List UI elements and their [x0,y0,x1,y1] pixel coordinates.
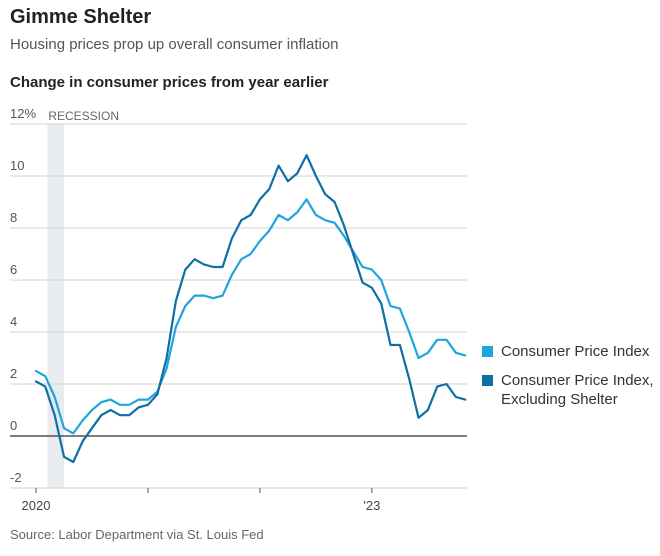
y-tick-label: -2 [10,470,22,485]
y-tick-label: 6 [10,262,17,277]
y-tick-label: 4 [10,314,17,329]
legend-swatch-cpi-ex-shelter [482,375,493,386]
legend-swatch-cpi [482,346,493,357]
y-tick-label: 2 [10,366,17,381]
chart-title: Change in consumer prices from year earl… [10,74,329,91]
y-tick-label: 10 [10,158,24,173]
recession-label: RECESSION [48,109,119,123]
y-tick-label: 12% [10,106,36,121]
y-tick-label: 8 [10,210,17,225]
series-line-cpi [34,198,467,435]
source-note: Source: Labor Department via St. Louis F… [10,527,264,542]
y-tick-label: 0 [10,418,17,433]
legend-label-cpi-ex-shelter: Consumer Price Index, Excluding Shelter [501,372,654,408]
series-line-cpi-ex-shelter [34,154,467,464]
page-title: Gimme Shelter [10,6,152,28]
page-subtitle: Housing prices prop up overall consumer … [10,36,339,53]
x-tick-label: 2020 [22,498,51,513]
legend-label-cpi: Consumer Price Index [501,343,650,360]
recession-band [47,124,64,488]
x-tick-label: '23 [363,498,380,513]
